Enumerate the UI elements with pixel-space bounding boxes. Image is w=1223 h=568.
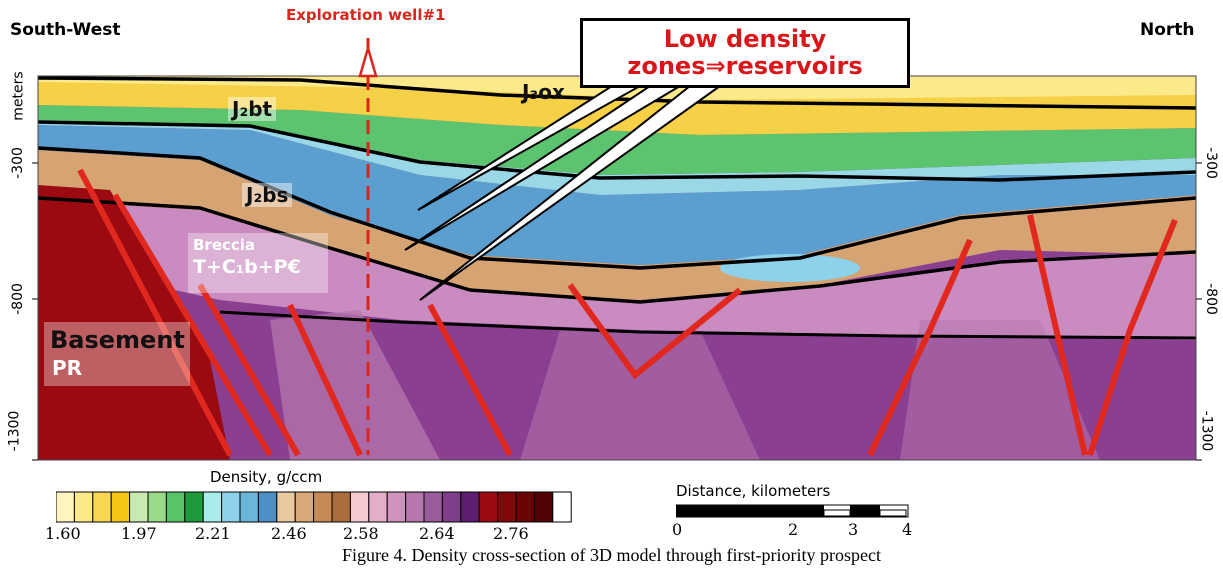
label-breccia: Breccia <box>193 236 256 254</box>
lightblue-band <box>38 120 1196 195</box>
title-southwest: South-West <box>10 20 121 40</box>
legend-swatch <box>313 491 333 523</box>
callout-pointers <box>404 85 724 301</box>
legend-swatch <box>552 491 572 523</box>
green-band <box>38 105 1196 175</box>
basement-box <box>44 322 190 386</box>
horizon-j2bs <box>38 146 1196 270</box>
axis-unit: meters <box>10 71 27 121</box>
pink-band <box>38 200 1196 340</box>
legend-swatch <box>386 491 407 523</box>
legend-swatch <box>221 491 241 523</box>
blue-band <box>38 125 1196 265</box>
legend-swatch <box>147 491 167 523</box>
callout-line1: Low density <box>663 25 827 53</box>
legend-value: 2.46 <box>271 524 307 543</box>
scale-tick: 2 <box>788 520 799 539</box>
figure-caption: Figure 4. Density cross-section of 3D mo… <box>342 545 881 565</box>
legend-swatch <box>129 491 149 523</box>
distance-scale-bar <box>676 504 909 518</box>
wedge-3 <box>900 320 1100 460</box>
j2bs-band <box>38 150 1196 300</box>
legend-swatch <box>56 491 75 523</box>
faults <box>77 168 1178 457</box>
label-j2bs: J₂bs <box>242 183 293 207</box>
left-tick-800: -800 <box>9 283 26 315</box>
label-j3ox: J₃ox <box>522 80 565 104</box>
legend-value: 2.76 <box>493 524 529 543</box>
label-basement: Basement <box>50 326 185 354</box>
left-tick-1300: -1300 <box>6 410 23 452</box>
legend-swatch <box>239 491 259 523</box>
legend-value: 2.64 <box>419 524 455 543</box>
legend-swatch <box>276 491 296 523</box>
callout-line2: zones⇒reservoirs <box>627 52 863 80</box>
basement-red-block <box>38 185 230 460</box>
scale-tick: 0 <box>672 520 683 539</box>
legend-swatch <box>257 491 278 523</box>
horizon-breccia <box>38 196 1196 304</box>
legend-value: 1.97 <box>121 524 157 543</box>
legend-swatch <box>331 491 351 523</box>
density-legend <box>56 491 572 523</box>
legend-swatch <box>294 491 315 523</box>
legend-swatch <box>478 491 499 523</box>
well-label: Exploration well#1 <box>286 6 446 24</box>
legend-swatch <box>515 491 535 523</box>
legend-value: 2.58 <box>343 524 379 543</box>
legend-swatch <box>441 491 462 523</box>
horizon-j3ox <box>38 76 1196 110</box>
horizon-j2bt <box>38 120 1196 182</box>
scale-tick: 4 <box>902 520 913 539</box>
title-north: North <box>1140 20 1195 40</box>
left-tick-300: -300 <box>9 147 26 179</box>
legend-swatch <box>202 491 223 523</box>
legend-swatch <box>368 491 388 523</box>
right-tick-800: -800 <box>1202 283 1219 315</box>
legend-swatch <box>349 491 370 523</box>
scale-tick: 3 <box>848 520 859 539</box>
distance-scale-ticks: 0 2 3 4 <box>0 520 1223 542</box>
horizon-basement <box>219 310 1196 340</box>
breccia-box <box>188 233 328 293</box>
legend-swatch <box>73 491 94 523</box>
legend-swatch <box>497 491 517 523</box>
distance-scale-title: Distance, kilometers <box>676 482 831 500</box>
legend-swatch <box>184 491 204 523</box>
legend-swatch <box>405 491 425 523</box>
legend-value: 1.60 <box>45 524 81 543</box>
density-legend-title: Density, g/ccm <box>210 468 323 486</box>
label-tcb: T+C₁b+P€ <box>193 256 301 278</box>
right-tick-1300: -1300 <box>1198 410 1215 452</box>
legend-swatch <box>533 491 554 523</box>
label-j2bt: J₂bt <box>228 97 277 121</box>
legend-value: 2.21 <box>195 524 231 543</box>
label-pr: PR <box>52 356 83 380</box>
legend-swatch <box>92 491 112 523</box>
density-legend-values: 1.60 1.97 2.21 2.46 2.58 2.64 2.76 <box>0 524 600 546</box>
right-tick-300: -300 <box>1202 147 1219 179</box>
wedge-2 <box>520 330 760 460</box>
callout-box: Low density zones⇒reservoirs <box>580 18 910 88</box>
legend-swatch <box>110 491 131 523</box>
legend-swatch <box>460 491 480 523</box>
well-arrow-icon <box>358 43 378 78</box>
legend-swatch <box>423 491 443 523</box>
legend-swatch <box>165 491 186 523</box>
